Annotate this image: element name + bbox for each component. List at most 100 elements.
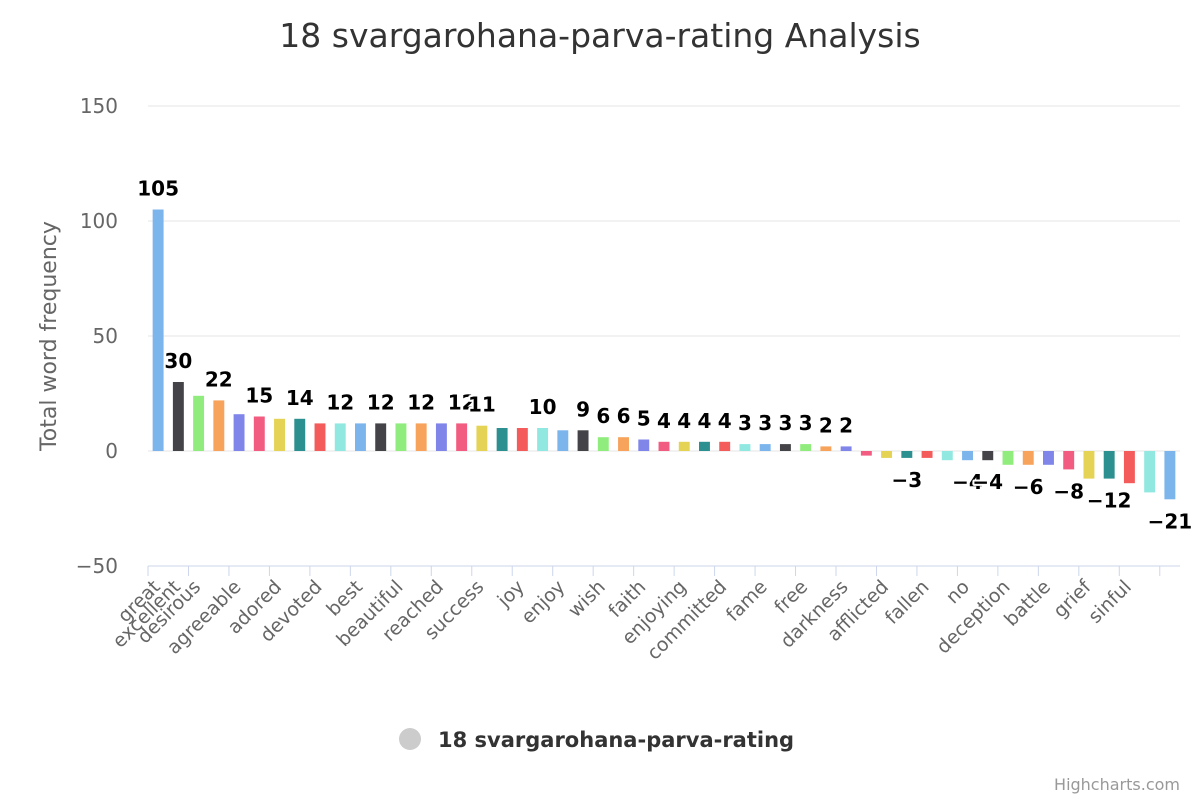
- bar[interactable]: [638, 439, 650, 452]
- bar[interactable]: [557, 430, 569, 451]
- bar[interactable]: [152, 209, 164, 452]
- data-label: 12: [367, 390, 395, 414]
- x-tick-label: enjoy: [517, 576, 569, 628]
- data-label: 4: [718, 409, 732, 433]
- data-label: 6: [596, 404, 610, 428]
- bar[interactable]: [314, 423, 326, 451]
- bar[interactable]: [355, 423, 366, 451]
- y-tick-label: −50: [76, 554, 118, 578]
- bar[interactable]: [860, 451, 872, 456]
- data-label: 5: [637, 407, 651, 431]
- bar[interactable]: [901, 451, 913, 458]
- bar[interactable]: [1063, 451, 1075, 470]
- data-label: 4: [677, 409, 691, 433]
- data-label: 3: [799, 411, 813, 435]
- data-label: 6: [617, 404, 631, 428]
- x-tick-label: wish: [564, 576, 610, 622]
- bar[interactable]: [962, 451, 973, 461]
- x-tick-label: sinful: [1084, 576, 1136, 628]
- bar[interactable]: [1164, 451, 1176, 500]
- y-tick-label: 0: [105, 439, 118, 463]
- legend-item-label[interactable]: 18 svargarohana-parva-rating: [438, 728, 794, 752]
- data-label: 30: [164, 349, 192, 373]
- bar[interactable]: [1103, 451, 1115, 479]
- data-label: 105: [137, 177, 179, 201]
- y-axis-ticks: −50 0 50 100 150: [76, 94, 118, 578]
- bar[interactable]: [435, 423, 447, 451]
- bar[interactable]: [516, 428, 528, 451]
- data-label: −21: [1148, 509, 1193, 533]
- data-label: 2: [839, 413, 853, 437]
- credits-link[interactable]: Highcharts.com: [1054, 775, 1180, 794]
- bar[interactable]: [274, 418, 285, 451]
- bar[interactable]: [193, 395, 205, 451]
- y-tick-label: 50: [93, 324, 118, 348]
- data-label: 22: [205, 367, 233, 391]
- y-tick-label: 150: [80, 94, 118, 118]
- bar[interactable]: [1123, 451, 1135, 484]
- bar[interactable]: [476, 425, 488, 451]
- bar[interactable]: [537, 428, 549, 451]
- data-label: 14: [286, 386, 314, 410]
- data-label: 12: [448, 390, 476, 414]
- bar[interactable]: [618, 437, 629, 451]
- bar[interactable]: [294, 418, 306, 451]
- data-label: 15: [245, 384, 273, 408]
- bar[interactable]: [334, 423, 346, 451]
- bar[interactable]: [597, 437, 609, 451]
- bar[interactable]: [1144, 451, 1156, 493]
- x-axis: greatexcellentdesirousagreeableadoreddev…: [108, 565, 1180, 664]
- data-label: −6: [1013, 475, 1044, 499]
- bar[interactable]: [1083, 451, 1095, 479]
- bar[interactable]: [496, 428, 508, 451]
- bar[interactable]: [415, 423, 427, 451]
- bar[interactable]: [1022, 451, 1034, 465]
- y-tick-label: 100: [80, 209, 118, 233]
- bar[interactable]: [840, 446, 852, 451]
- data-label: 11: [468, 393, 496, 417]
- bar[interactable]: [395, 423, 407, 451]
- bar[interactable]: [577, 430, 589, 451]
- bar[interactable]: [699, 441, 710, 451]
- bar[interactable]: [820, 446, 832, 451]
- bar[interactable]: [921, 451, 933, 458]
- data-label: 12: [407, 390, 435, 414]
- bar[interactable]: [759, 444, 771, 451]
- x-tick-label: battle: [1000, 576, 1055, 631]
- data-label: 10: [529, 395, 557, 419]
- x-tick-label: fame: [722, 576, 772, 626]
- bar[interactable]: [658, 441, 670, 451]
- data-label: −8: [1053, 479, 1084, 503]
- x-tick-label: fallen: [881, 576, 934, 629]
- data-label: 12: [326, 390, 354, 414]
- bar[interactable]: [213, 400, 225, 451]
- legend[interactable]: 18 svargarohana-parva-rating: [399, 728, 794, 752]
- bar[interactable]: [881, 451, 893, 458]
- bar[interactable]: [678, 441, 690, 451]
- data-label: −4: [952, 470, 983, 494]
- x-tick-label: no: [942, 576, 974, 608]
- bar[interactable]: [253, 416, 265, 452]
- bar[interactable]: [941, 451, 953, 461]
- bar[interactable]: [1002, 451, 1014, 465]
- bar[interactable]: [982, 451, 994, 461]
- bar[interactable]: [233, 414, 245, 451]
- data-label: 3: [758, 411, 772, 435]
- y-axis-title: Total word frequency: [37, 221, 62, 452]
- bar[interactable]: [739, 444, 751, 451]
- bar[interactable]: [375, 423, 387, 451]
- bar[interactable]: [719, 441, 731, 451]
- bar[interactable]: [779, 444, 791, 451]
- bar[interactable]: [456, 423, 468, 451]
- bar[interactable]: [172, 382, 184, 451]
- data-label: 2: [819, 413, 833, 437]
- bars: [152, 209, 1176, 500]
- data-label: 3: [778, 411, 792, 435]
- data-label: 9: [576, 397, 590, 421]
- data-label: −3: [891, 468, 922, 492]
- bar[interactable]: [1043, 451, 1054, 465]
- bar[interactable]: [800, 444, 812, 451]
- chart-title: 18 svargarohana-parva-rating Analysis: [279, 16, 920, 55]
